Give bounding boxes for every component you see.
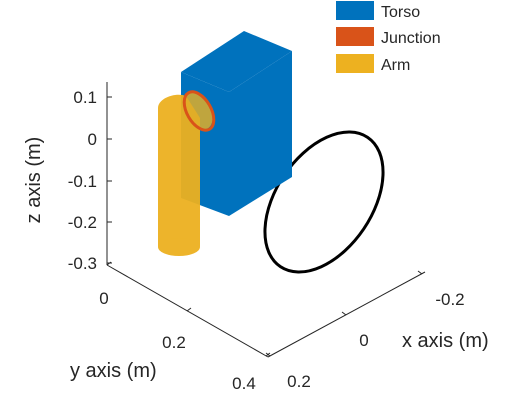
arm-body: [158, 94, 200, 256]
torso-side-face: [229, 51, 292, 216]
y-tick-label: 0: [99, 289, 108, 308]
legend-label-junction: Junction: [381, 30, 441, 47]
z-tick-labels: 0.1 0 -0.1 -0.2 -0.3: [68, 88, 97, 273]
z-tick-label: 0.1: [73, 88, 97, 107]
y-tick-labels: 0 0.2 0.4: [99, 289, 256, 393]
legend: Torso Junction Arm: [336, 1, 441, 74]
junction-disk: [182, 90, 216, 132]
y-tick-mark: [186, 307, 192, 312]
z-tick-label: -0.2: [68, 213, 97, 232]
x-tick-mark: [265, 352, 271, 357]
x-tick-label: 0: [359, 331, 368, 350]
axes: [106, 82, 426, 358]
x-tick-mark: [341, 311, 347, 316]
z-axis-label: z axis (m): [23, 137, 45, 224]
z-tick-label: -0.3: [68, 254, 97, 273]
arm-cylinder: [158, 92, 213, 256]
x-tick-mark: [417, 270, 423, 275]
legend-swatch-junction: [336, 27, 374, 46]
legend-swatch-torso: [336, 1, 374, 20]
y-axis-label: y axis (m): [70, 360, 157, 382]
legend-label-arm: Arm: [381, 57, 410, 74]
z-tick-label: 0: [88, 130, 97, 149]
x-axis-label: x axis (m): [402, 330, 489, 352]
torso-top-face: [181, 31, 292, 92]
z-tick-label: -0.1: [68, 172, 97, 191]
y-tick-label: 0.2: [162, 333, 186, 352]
x-tick-label: 0.2: [287, 372, 311, 391]
legend-label-torso: Torso: [381, 4, 420, 21]
x-tick-label: -0.2: [435, 290, 464, 309]
x-axis-line: [267, 271, 426, 358]
x-tick-labels: 0.2 0 -0.2: [287, 290, 464, 391]
y-tick-label: 0.4: [232, 374, 256, 393]
arm-bottom: [158, 238, 200, 256]
y-tick-mark: [106, 261, 112, 266]
legend-swatch-arm: [336, 54, 374, 73]
